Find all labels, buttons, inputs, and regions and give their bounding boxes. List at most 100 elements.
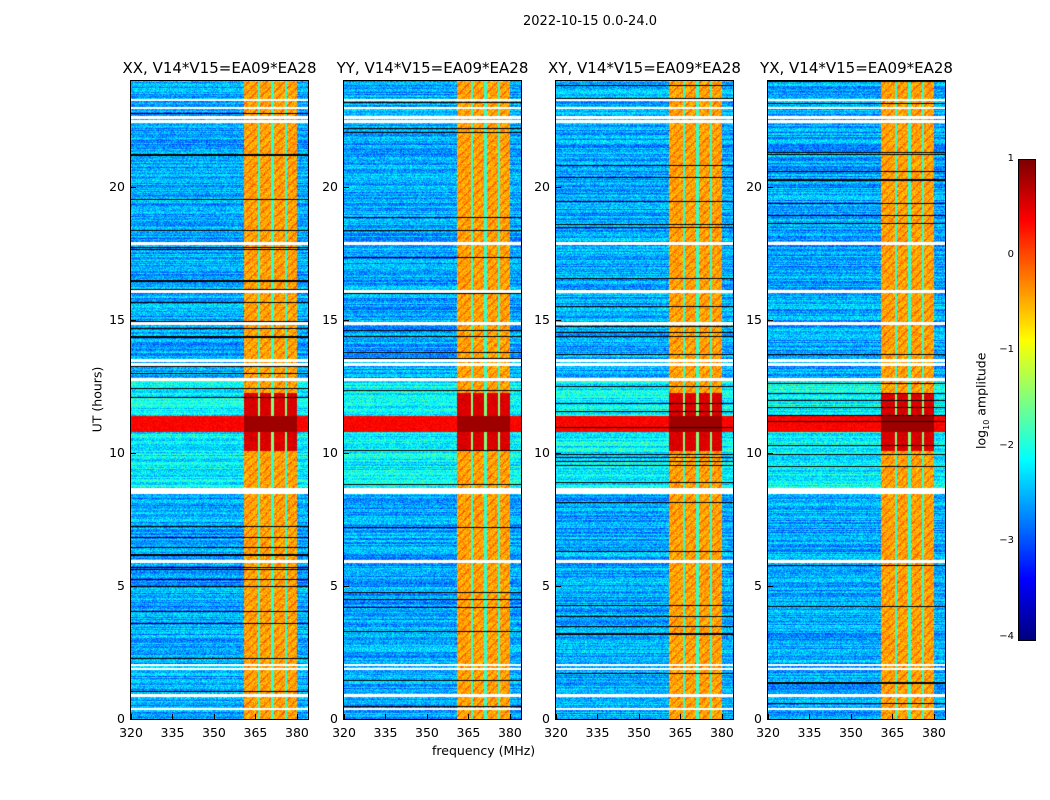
y-tick-mark bbox=[556, 719, 561, 720]
y-tick-label: 15 bbox=[534, 312, 550, 328]
y-tick-mark bbox=[556, 320, 561, 322]
y-tick-label: 5 bbox=[117, 578, 125, 594]
x-tick-mark bbox=[172, 714, 174, 719]
colorbar-tick-label: −4 bbox=[999, 631, 1014, 642]
x-tick-label: 335 bbox=[160, 725, 185, 740]
x-tick-mark bbox=[255, 714, 257, 719]
y-tick-label: 10 bbox=[109, 445, 125, 461]
y-tick-label: 20 bbox=[109, 179, 125, 195]
panel-title: XY, V14*V15=EA09*EA28 bbox=[548, 59, 741, 77]
x-tick-mark bbox=[892, 714, 894, 719]
y-tick-label: 10 bbox=[746, 445, 762, 461]
spectrogram-image bbox=[131, 81, 308, 719]
spectrogram-panel-4 bbox=[767, 80, 946, 720]
y-tick-label: 5 bbox=[754, 578, 762, 594]
x-tick-label: 380 bbox=[922, 725, 946, 740]
y-tick-mark bbox=[344, 320, 349, 322]
colorbar-label-log: log bbox=[973, 429, 989, 449]
x-tick-label: 320 bbox=[756, 725, 780, 740]
x-tick-mark bbox=[213, 714, 215, 719]
x-tick-label: 380 bbox=[285, 725, 309, 740]
x-tick-label: 335 bbox=[373, 725, 398, 740]
x-tick-label: 365 bbox=[243, 725, 268, 740]
x-tick-mark bbox=[556, 714, 557, 719]
colorbar-gradient bbox=[1019, 160, 1035, 640]
x-tick-label: 320 bbox=[119, 725, 143, 740]
colorbar-tick-label: 0 bbox=[1007, 248, 1014, 260]
x-tick-label: 350 bbox=[839, 725, 863, 740]
y-tick-label: 0 bbox=[542, 711, 550, 726]
y-tick-mark bbox=[556, 586, 561, 588]
x-tick-mark bbox=[933, 714, 935, 719]
y-tick-mark bbox=[344, 453, 349, 455]
y-axis-label: UT (hours) bbox=[89, 366, 105, 433]
x-tick-mark bbox=[768, 714, 769, 719]
figure-title: 2022-10-15 0.0-24.0 bbox=[523, 14, 657, 29]
colorbar-tick-label: −3 bbox=[999, 535, 1014, 547]
y-tick-label: 0 bbox=[754, 711, 762, 726]
spectrogram-image bbox=[768, 81, 945, 719]
y-tick-mark bbox=[768, 719, 773, 720]
x-tick-label: 365 bbox=[880, 725, 905, 740]
x-tick-mark bbox=[468, 714, 470, 719]
y-tick-mark bbox=[556, 187, 561, 189]
x-tick-label: 335 bbox=[585, 725, 610, 740]
x-tick-mark bbox=[597, 714, 599, 719]
colorbar-label-sub: 10 bbox=[981, 419, 991, 430]
x-tick-label: 350 bbox=[202, 725, 226, 740]
x-tick-label: 320 bbox=[332, 725, 356, 740]
x-tick-label: 350 bbox=[415, 725, 439, 740]
x-tick-mark bbox=[385, 714, 387, 719]
panel-title: YY, V14*V15=EA09*EA28 bbox=[336, 59, 529, 77]
colorbar-tick-label: −1 bbox=[999, 344, 1014, 356]
x-tick-mark bbox=[426, 714, 428, 719]
colorbar-tick-label: 1 bbox=[1007, 153, 1014, 164]
colorbar-label-rest: amplitude bbox=[973, 352, 989, 420]
y-tick-label: 10 bbox=[322, 445, 338, 461]
x-tick-label: 380 bbox=[710, 725, 734, 740]
x-tick-mark bbox=[131, 714, 132, 719]
y-tick-mark bbox=[344, 719, 349, 720]
spectrogram-panel-3 bbox=[555, 80, 734, 720]
y-tick-label: 5 bbox=[542, 578, 550, 594]
panel-title: YX, V14*V15=EA09*EA28 bbox=[760, 59, 953, 77]
x-tick-mark bbox=[638, 714, 640, 719]
y-tick-mark bbox=[131, 453, 136, 455]
y-tick-label: 15 bbox=[109, 312, 125, 328]
x-tick-label: 320 bbox=[544, 725, 568, 740]
spectrogram-panel-1 bbox=[130, 80, 309, 720]
y-tick-mark bbox=[131, 719, 136, 720]
y-tick-mark bbox=[768, 320, 773, 322]
spectrogram-image bbox=[556, 81, 733, 719]
x-tick-mark bbox=[721, 714, 723, 719]
y-tick-label: 15 bbox=[322, 312, 338, 328]
panel-title: XX, V14*V15=EA09*EA28 bbox=[122, 59, 317, 77]
x-tick-label: 350 bbox=[627, 725, 651, 740]
y-tick-mark bbox=[344, 586, 349, 588]
x-tick-mark bbox=[296, 714, 298, 719]
colorbar-label: log10 amplitude bbox=[973, 341, 991, 461]
x-tick-mark bbox=[850, 714, 852, 719]
y-tick-mark bbox=[131, 320, 136, 322]
y-tick-label: 20 bbox=[746, 179, 762, 195]
y-tick-mark bbox=[556, 453, 561, 455]
y-tick-label: 10 bbox=[534, 445, 550, 461]
x-tick-label: 365 bbox=[668, 725, 693, 740]
y-tick-mark bbox=[768, 586, 773, 588]
y-tick-label: 0 bbox=[330, 711, 338, 726]
x-tick-label: 380 bbox=[498, 725, 522, 740]
x-tick-mark bbox=[680, 714, 682, 719]
y-tick-mark bbox=[768, 187, 773, 189]
colorbar-tick-label: −2 bbox=[999, 439, 1014, 451]
y-tick-label: 20 bbox=[534, 179, 550, 195]
x-tick-label: 365 bbox=[456, 725, 481, 740]
spectrogram-panel-2 bbox=[343, 80, 522, 720]
x-axis-label: frequency (MHz) bbox=[432, 743, 536, 758]
x-tick-mark bbox=[509, 714, 511, 719]
y-tick-label: 15 bbox=[746, 312, 762, 328]
y-tick-mark bbox=[768, 453, 773, 455]
spectrogram-image bbox=[344, 81, 521, 719]
y-tick-mark bbox=[131, 187, 136, 189]
x-tick-mark bbox=[344, 714, 345, 719]
y-tick-mark bbox=[131, 586, 136, 588]
